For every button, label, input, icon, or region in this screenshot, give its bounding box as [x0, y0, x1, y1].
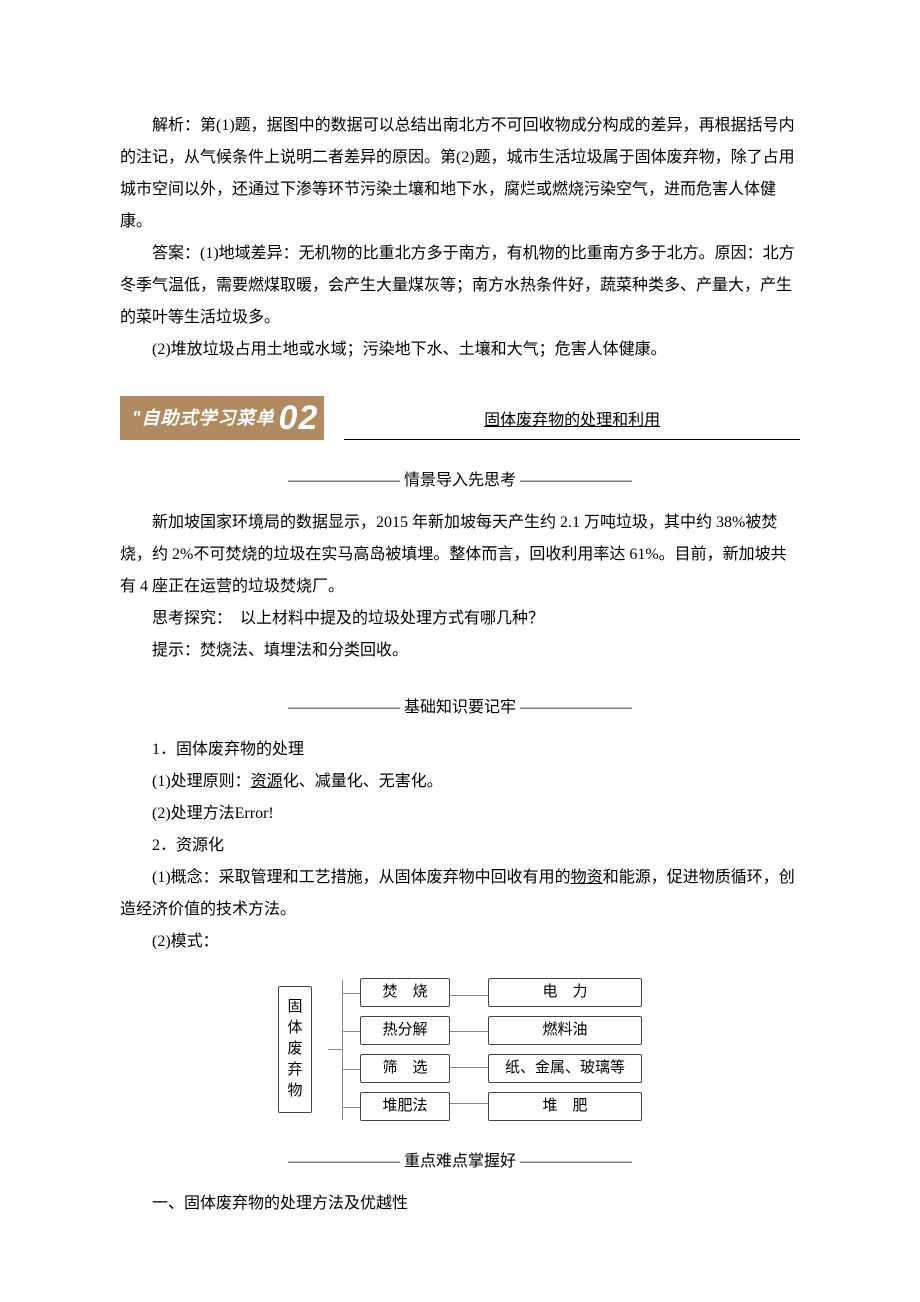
left-char-0: 固 [287, 997, 302, 1018]
answer-1: 答案：(1)地域差异：无机物的比重北方多于南方，有机物的比重南方多于北方。原因：… [120, 238, 800, 334]
scenario-question: 思考探究： 以上材料中提及的垃圾处理方式有哪几种？ [120, 603, 800, 635]
tick [342, 1069, 360, 1070]
menu-banner: " 自助式学习菜单 02 [120, 396, 324, 440]
section-title-wrap: 固体废弃物的处理和利用 [344, 405, 800, 440]
bracket-l-lines [342, 980, 360, 1120]
basics-mode-label: (2)模式： [120, 926, 800, 958]
connectors-middle [450, 982, 488, 1117]
basics-concept: (1)概念：采取管理和工艺措施，从固体废弃物中回收有用的物资和能源，促进物质循环… [120, 862, 800, 926]
stem-left [328, 1049, 342, 1050]
basics-h2: 2．资源化 [120, 830, 800, 862]
basics-principle: (1)处理原则：资源化、减量化、无害化。 [120, 766, 800, 798]
banner-text: 自助式学习菜单 [142, 400, 275, 436]
analysis-paragraph: 解析：第(1)题，据图中的数据可以总结出南北方不可回收物成分构成的差异，再根据括… [120, 110, 800, 238]
method-box-2: 筛 选 [360, 1054, 450, 1083]
sub-header-keypoints: ——————— 重点难点掌握好 ——————— [120, 1146, 800, 1178]
tick [342, 1031, 360, 1032]
output-box-1: 燃料油 [488, 1016, 642, 1045]
bracket-left [328, 980, 360, 1120]
output-box-0: 电 力 [488, 978, 642, 1007]
output-box-3: 堆 肥 [488, 1092, 642, 1121]
left-char-1: 体 [287, 1018, 302, 1039]
diagram-left-box: 固 体 废 弃 物 [278, 986, 312, 1113]
method-box-3: 堆肥法 [360, 1092, 450, 1121]
tick [342, 993, 360, 994]
banner-number: 02 [279, 401, 319, 435]
keypoints-h1: 一、固体废弃物的处理方法及优越性 [120, 1188, 800, 1220]
principle-suffix: 化、减量化、无害化。 [283, 773, 443, 790]
left-char-2: 废 [287, 1039, 302, 1060]
concept-underline: 物资 [571, 869, 603, 886]
output-box-2: 纸、金属、玻璃等 [488, 1054, 642, 1083]
connector-line [450, 1103, 488, 1104]
left-char-4: 物 [287, 1081, 302, 1102]
mode-diagram: 固 体 废 弃 物 焚 烧 热分解 筛 选 堆肥法 电 力 燃料油 纸、金属、玻… [120, 978, 800, 1121]
outputs-column: 电 力 燃料油 纸、金属、玻璃等 堆 肥 [488, 978, 642, 1121]
banner-prefix: " [132, 400, 142, 436]
connector-line [450, 995, 488, 996]
answer-2: (2)堆放垃圾占用土地或水域；污染地下水、土壤和大气；危害人体健康。 [120, 334, 800, 366]
concept-prefix: (1)概念：采取管理和工艺措施，从固体废弃物中回收有用的 [152, 869, 571, 886]
scenario-hint: 提示：焚烧法、填埋法和分类回收。 [120, 635, 800, 667]
method-box-0: 焚 烧 [360, 978, 450, 1007]
sub-header-basics: ——————— 基础知识要记牢 ——————— [120, 692, 800, 724]
left-char-3: 弃 [287, 1060, 302, 1081]
basics-h1: 1．固体废弃物的处理 [120, 734, 800, 766]
principle-prefix: (1)处理原则： [152, 773, 251, 790]
tick [342, 1107, 360, 1108]
method-box-1: 热分解 [360, 1016, 450, 1045]
section-title: 固体废弃物的处理和利用 [484, 412, 660, 429]
methods-column: 焚 烧 热分解 筛 选 堆肥法 [360, 978, 450, 1121]
connector-line [450, 1067, 488, 1068]
principle-underline: 资源 [251, 773, 283, 790]
connector-line [450, 1031, 488, 1032]
sub-header-scenario: ——————— 情景导入先思考 ——————— [120, 465, 800, 497]
scenario-text: 新加坡国家环境局的数据显示，2015 年新加坡每天产生约 2.1 万吨垃圾，其中… [120, 507, 800, 603]
section-header: " 自助式学习菜单 02 固体废弃物的处理和利用 [120, 396, 800, 440]
basics-method-error: (2)处理方法Error! [120, 798, 800, 830]
